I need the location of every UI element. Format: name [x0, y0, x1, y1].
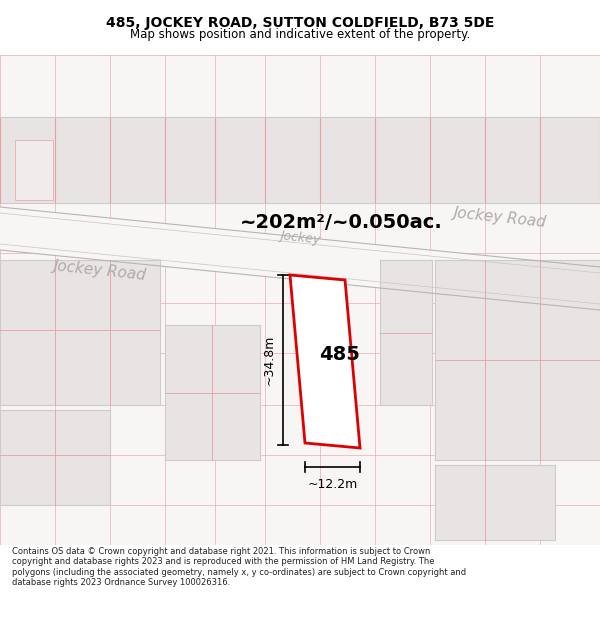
Text: Jockey: Jockey	[279, 229, 321, 247]
Text: Jockey Road: Jockey Road	[53, 258, 147, 282]
Text: ~202m²/~0.050ac.: ~202m²/~0.050ac.	[240, 214, 443, 232]
Bar	[0, 410, 110, 505]
Bar	[15, 140, 53, 200]
Text: 485, JOCKEY ROAD, SUTTON COLDFIELD, B73 5DE: 485, JOCKEY ROAD, SUTTON COLDFIELD, B73 …	[106, 16, 494, 29]
Bar	[0, 260, 160, 405]
Bar	[380, 260, 432, 405]
Text: ~12.2m: ~12.2m	[307, 479, 358, 491]
Bar	[0, 117, 600, 203]
Bar	[0, 255, 600, 545]
Polygon shape	[290, 275, 360, 448]
Text: 485: 485	[320, 346, 361, 364]
Text: Jockey Road: Jockey Road	[453, 204, 547, 229]
Text: Contains OS data © Crown copyright and database right 2021. This information is : Contains OS data © Crown copyright and d…	[12, 547, 466, 587]
Polygon shape	[0, 207, 600, 310]
Text: Map shows position and indicative extent of the property.: Map shows position and indicative extent…	[130, 28, 470, 41]
Bar	[435, 465, 555, 540]
Bar	[435, 260, 600, 460]
Bar	[165, 325, 260, 460]
Text: ~34.8m: ~34.8m	[263, 335, 275, 385]
